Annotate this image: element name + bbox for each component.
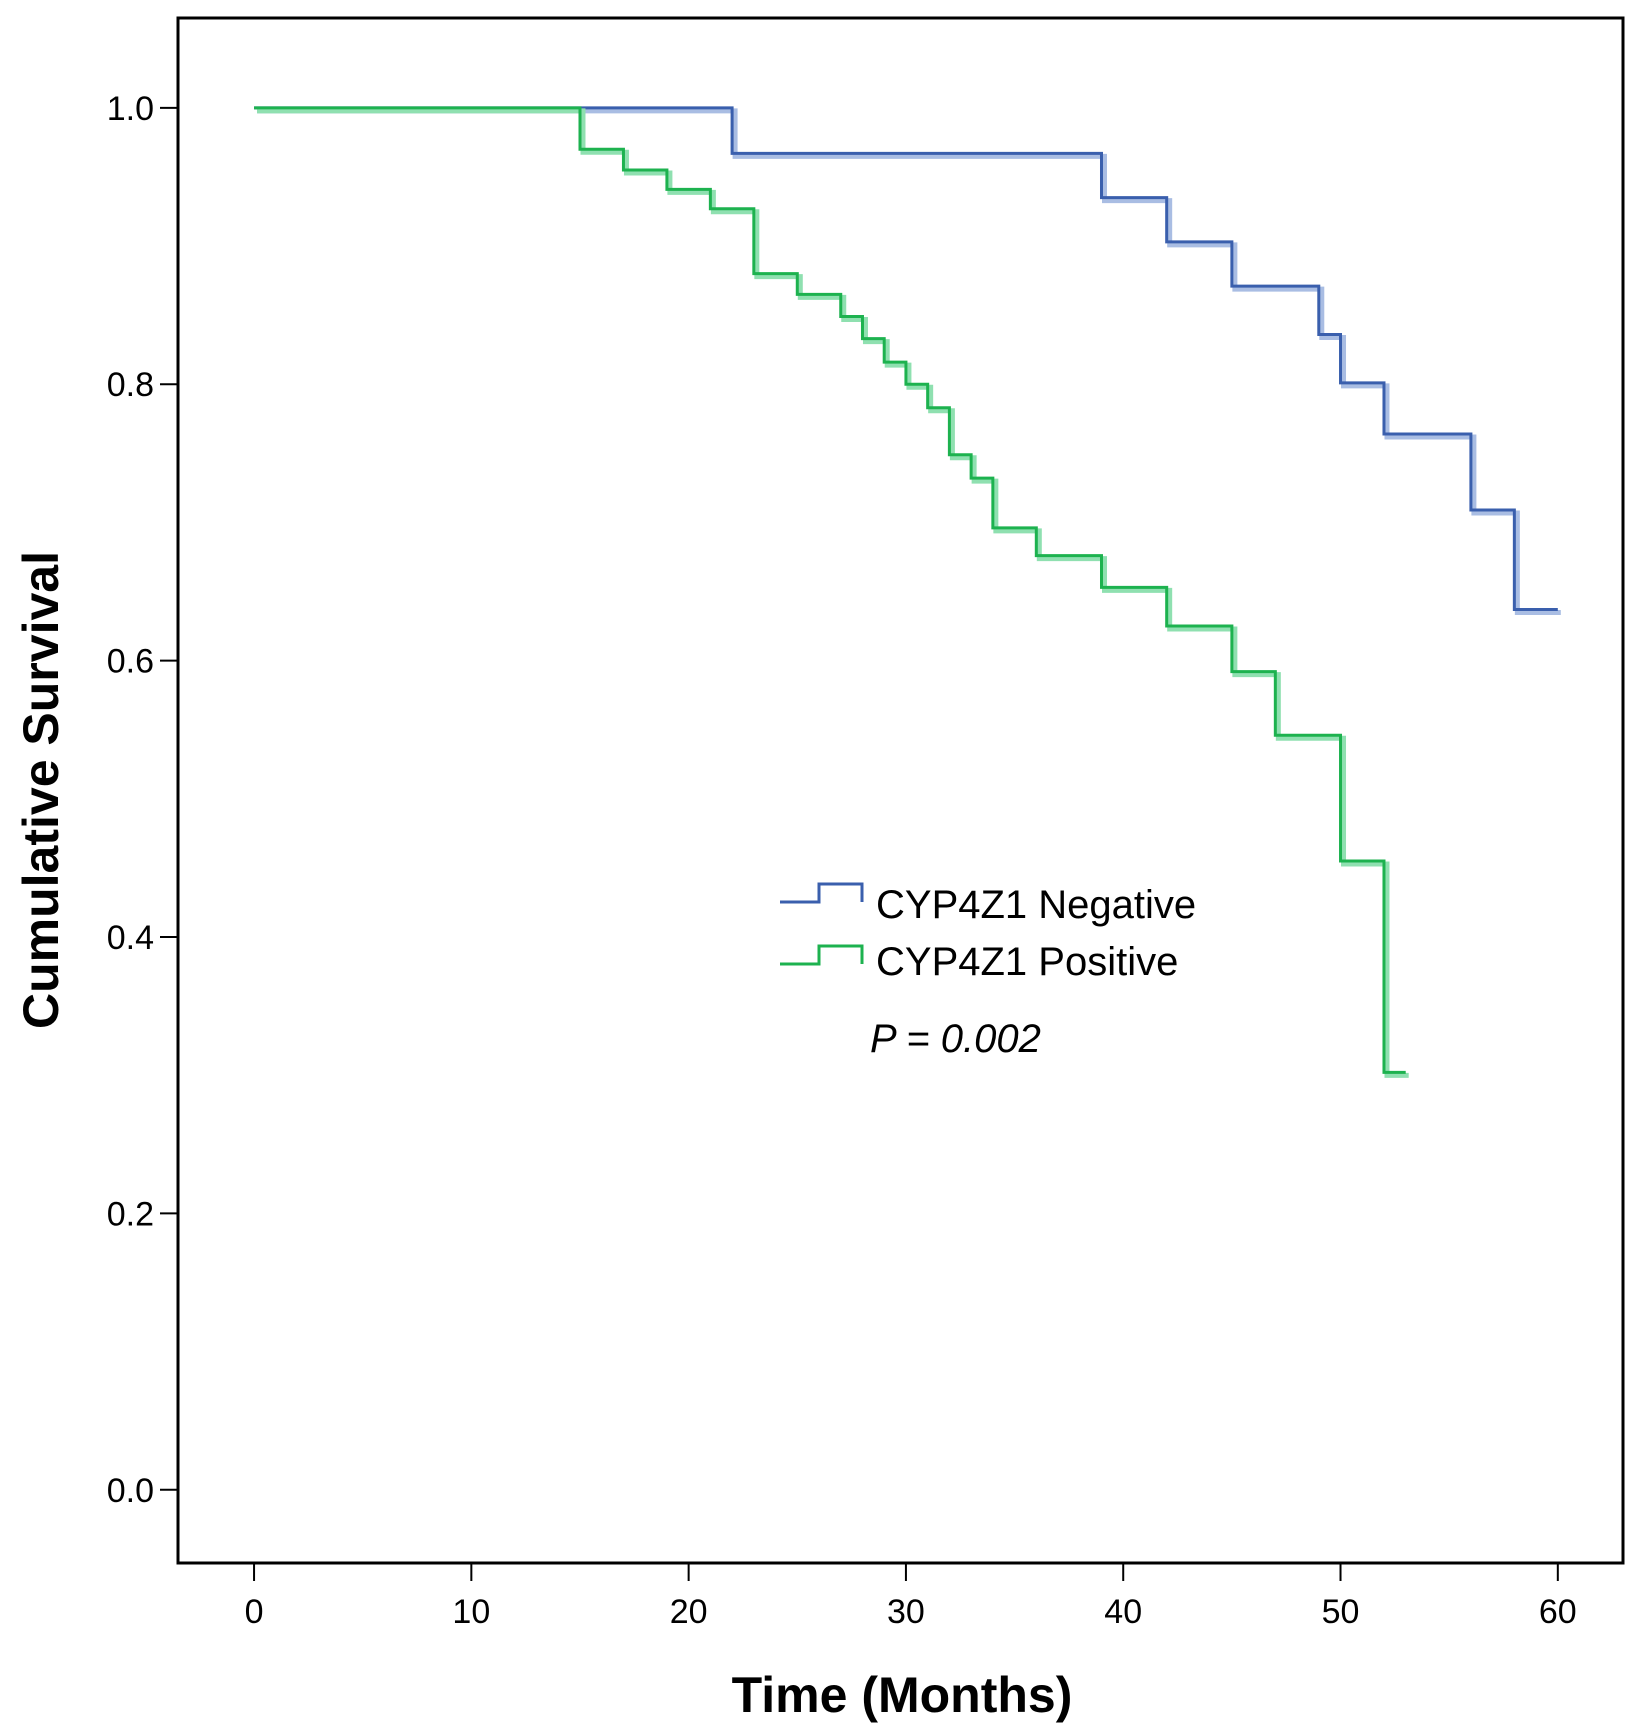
- y-axis-title: Cumulative Survival: [13, 551, 69, 1029]
- y-axis: 0.0 0.2 0.4 0.6 0.8 1.0: [107, 90, 178, 1510]
- x-tick-label: 30: [887, 1593, 925, 1631]
- y-tick-label: 0.6: [107, 643, 154, 681]
- y-tick-label: 0.0: [107, 1472, 154, 1510]
- x-axis-title: Time (Months): [732, 1667, 1073, 1723]
- legend-label-negative: CYP4Z1 Negative: [876, 883, 1196, 927]
- x-tick-label: 10: [452, 1593, 490, 1631]
- curve-shadow-negative: [257, 108, 1561, 615]
- y-tick-label: 0.4: [107, 919, 154, 957]
- curve-negative: [254, 106, 1558, 611]
- legend-swatch-positive: [780, 944, 864, 966]
- y-tick-label: 0.8: [107, 366, 154, 404]
- survival-curves: [254, 106, 1561, 1078]
- x-tick-label: 60: [1539, 1593, 1577, 1631]
- p-value-annotation: P = 0.002: [870, 1017, 1041, 1061]
- x-tick-label: 40: [1104, 1593, 1142, 1631]
- legend-swatch-negative: [780, 882, 864, 904]
- y-tick-label: 0.2: [107, 1195, 154, 1233]
- x-tick-label: 0: [245, 1593, 264, 1631]
- curve-positive: [254, 106, 1406, 1074]
- x-tick-label: 50: [1322, 1593, 1360, 1631]
- y-tick-label: 1.0: [107, 90, 154, 128]
- x-axis: 0 10 20 30 40 50 60: [245, 1563, 1577, 1631]
- x-tick-label: 20: [670, 1593, 708, 1631]
- plot-frame: [176, 16, 1625, 1565]
- curve-shadow-positive: [257, 108, 1409, 1078]
- legend-label-positive: CYP4Z1 Positive: [876, 940, 1178, 984]
- legend: CYP4Z1 Negative CYP4Z1 Positive P = 0.00…: [780, 882, 1196, 1061]
